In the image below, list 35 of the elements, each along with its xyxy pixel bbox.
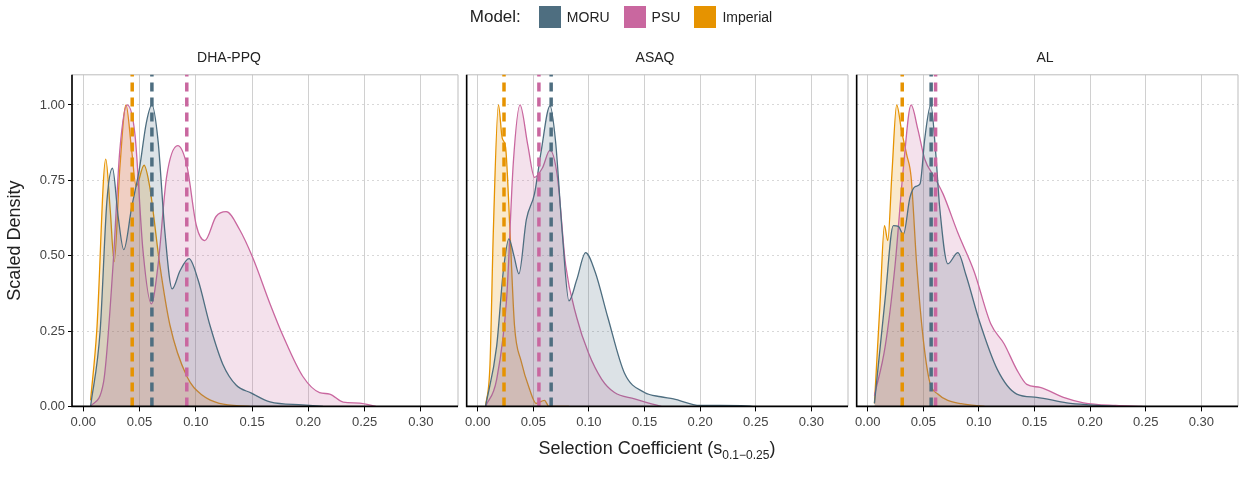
x-tick-label: 0.00 <box>465 413 491 429</box>
legend-label: MORU <box>566 9 610 25</box>
x-tick-label: 0.20 <box>1077 413 1103 429</box>
x-tick-label: 0.25 <box>1133 413 1159 429</box>
y-tick-label: 1.00 <box>39 96 65 112</box>
x-tick-label: 0.20 <box>295 413 321 429</box>
y-tick-label: 0.75 <box>39 171 65 187</box>
x-tick-label: 0.05 <box>126 413 153 429</box>
x-tick-label: 0.30 <box>408 413 434 429</box>
x-tick-label: 0.10 <box>183 413 209 429</box>
legend-label: Imperial <box>722 9 773 25</box>
x-tick-label: 0.15 <box>1021 413 1048 429</box>
x-tick-label: 0.10 <box>966 413 992 429</box>
x-tick-label: 0.20 <box>687 413 713 429</box>
y-axis-title: Scaled Density <box>3 180 24 301</box>
x-axis-title: Selection Coefficient (s$_{0.1−0.25}$) <box>538 437 776 463</box>
chart-title: DHA-PPQ <box>197 49 261 66</box>
x-tick-label: 0.00 <box>855 413 881 429</box>
x-tick-label: 0.30 <box>798 413 824 429</box>
x-tick-label: 0.15 <box>239 413 265 429</box>
chart-title: AL <box>1036 49 1054 66</box>
y-tick-label: 0.25 <box>39 322 65 338</box>
y-tick-label: 0.50 <box>39 247 65 263</box>
x-tick-label: 0.05 <box>910 413 937 429</box>
x-tick-label: 0.05 <box>520 413 547 429</box>
chart-title: ASAQ <box>635 49 675 66</box>
x-tick-label: 0.15 <box>631 413 658 429</box>
x-tick-label: 0.25 <box>351 413 378 429</box>
x-tick-label: 0.25 <box>743 413 769 429</box>
legend-title: Model: <box>469 7 521 27</box>
y-tick-label: 0.00 <box>39 397 65 413</box>
x-tick-label: 0.30 <box>1188 413 1214 429</box>
x-tick-label: 0.00 <box>70 413 96 429</box>
legend-label: PSU <box>651 9 681 25</box>
x-tick-label: 0.10 <box>576 413 602 429</box>
